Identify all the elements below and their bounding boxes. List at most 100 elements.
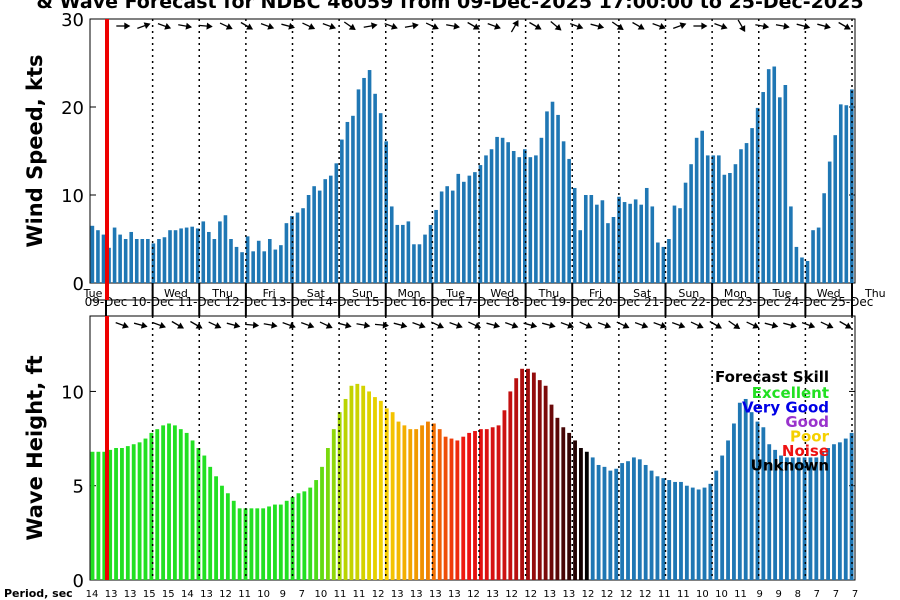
wind-arrow-icon [487, 22, 501, 30]
wind-bar [301, 208, 305, 283]
period-tick-label: 11 [734, 589, 747, 600]
wind-arrow-icon [529, 21, 542, 30]
wave-bar [484, 429, 489, 580]
wave-bar [837, 442, 842, 580]
wind-bar [656, 242, 660, 283]
wave-bar [761, 427, 766, 580]
wave-bar [302, 491, 307, 580]
date-label: 19-Dec [551, 295, 594, 309]
wind-bar [240, 252, 244, 283]
wave-bar [649, 470, 654, 580]
wave-arrow-icon [616, 321, 630, 329]
wind-bar [700, 130, 704, 283]
wind-bar [611, 217, 616, 283]
wave-bar [149, 432, 154, 580]
wind-bar [96, 230, 100, 283]
wave-bar [384, 408, 389, 580]
wave-arrow-icon [374, 321, 389, 329]
wind-arrow-icon [240, 21, 254, 30]
wave-bar [820, 451, 825, 580]
wind-direction-arrows [116, 19, 851, 33]
wind-arrow-icon [755, 22, 770, 30]
wind-bar [317, 190, 322, 283]
wave-bar [390, 412, 395, 580]
wind-bar [312, 186, 316, 283]
period-tick-label: 13 [124, 589, 137, 600]
wind-bar [728, 173, 732, 283]
wave-bar [779, 455, 783, 580]
wind-x-axis: Tue09-DecWed10-DecThu11-DecFri12-DecSat1… [83, 283, 886, 316]
wave-bar [220, 485, 224, 580]
wind-bar [600, 200, 605, 283]
wind-bar [750, 128, 754, 283]
wind-bar [572, 187, 577, 283]
wave-arrow-icon [263, 321, 278, 329]
period-tick-label: 7 [833, 589, 839, 600]
wave-bar [567, 432, 572, 580]
wave-arrow-icon [597, 321, 612, 329]
wave-bar [826, 448, 831, 580]
wind-bar [373, 93, 377, 283]
legend-entry: Good [785, 413, 829, 431]
day-label: Tue [83, 287, 103, 300]
date-label: 25-Dec [831, 295, 874, 309]
wind-bar [134, 239, 139, 283]
wave-bar [784, 457, 789, 580]
wind-arrow-icon [157, 22, 172, 30]
wind-bar [251, 251, 255, 283]
wave-arrow-icon [337, 321, 352, 329]
wind-arrow-icon [693, 22, 708, 30]
wave-arrow-icon [783, 321, 797, 329]
wave-arrow-icon [820, 321, 834, 329]
wave-bar [802, 457, 807, 580]
date-label: 18-Dec [504, 295, 547, 309]
wind-arrow-icon [384, 22, 398, 30]
period-tick-label: 12 [582, 589, 595, 600]
wave-bar [667, 480, 672, 580]
wave-bar [172, 425, 177, 580]
wave-bar [702, 487, 707, 580]
wave-arrow-icon [190, 320, 203, 329]
wave-bar [737, 402, 742, 580]
day-label: Wed [490, 287, 514, 300]
day-label: Sun [678, 287, 699, 300]
wind-bar [456, 173, 461, 283]
period-tick-label: 12 [467, 589, 480, 600]
wind-bar [450, 190, 455, 283]
wave-bar [408, 429, 413, 580]
wave-arrow-icon [412, 321, 426, 329]
wave-bar [549, 404, 554, 580]
wind-bar [783, 85, 788, 283]
wind-bar [284, 223, 289, 283]
date-label: 21-Dec [644, 295, 687, 309]
wave-bar [655, 476, 660, 580]
period-tick-label: 13 [543, 589, 556, 600]
wave-bar [196, 448, 201, 580]
wind-bar [157, 239, 161, 283]
wave-direction-arrows [115, 320, 852, 330]
wave-arrow-icon [171, 320, 184, 329]
day-label: Sat [307, 287, 326, 300]
wave-bar [90, 451, 95, 580]
period-tick-label: 12 [524, 589, 537, 600]
wave-bar [178, 429, 183, 580]
wave-bar [167, 423, 171, 580]
period-tick-label: 9 [776, 589, 782, 600]
wind-arrow-icon [510, 19, 519, 33]
wind-bar [761, 92, 765, 283]
wave-arrow-icon [133, 321, 148, 329]
wave-arrow-icon [634, 321, 649, 329]
wave-arrow-icon [152, 321, 166, 329]
wind-bar [755, 107, 760, 283]
wave-bar [626, 461, 630, 580]
wave-arrow-icon [579, 321, 593, 329]
day-label: Fri [589, 287, 602, 300]
wind-bar [356, 89, 361, 284]
wave-bar [214, 476, 219, 580]
wave-bar [773, 449, 778, 580]
period-tick-label: 13 [200, 589, 213, 600]
wave-bar [690, 487, 695, 580]
wave-bar [314, 480, 319, 580]
wave-bar [490, 427, 495, 580]
wind-y-tick-label: 20 [61, 98, 84, 119]
